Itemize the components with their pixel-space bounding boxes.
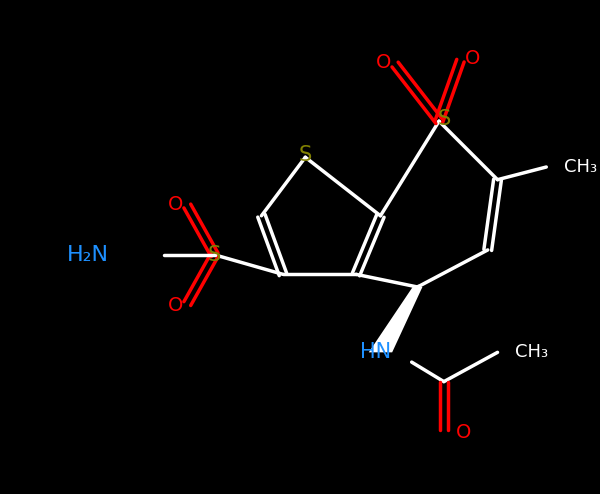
Text: O: O xyxy=(376,53,391,72)
Text: S: S xyxy=(208,245,221,265)
Text: H₂N: H₂N xyxy=(67,245,109,265)
Text: O: O xyxy=(168,296,183,315)
Text: S: S xyxy=(299,145,312,165)
Text: HN: HN xyxy=(360,342,391,363)
Text: O: O xyxy=(464,49,480,68)
Text: CH₃: CH₃ xyxy=(564,158,597,176)
Text: S: S xyxy=(437,109,451,129)
Polygon shape xyxy=(369,287,422,352)
Text: O: O xyxy=(168,195,183,213)
Text: CH₃: CH₃ xyxy=(515,343,548,361)
Text: O: O xyxy=(455,423,471,442)
